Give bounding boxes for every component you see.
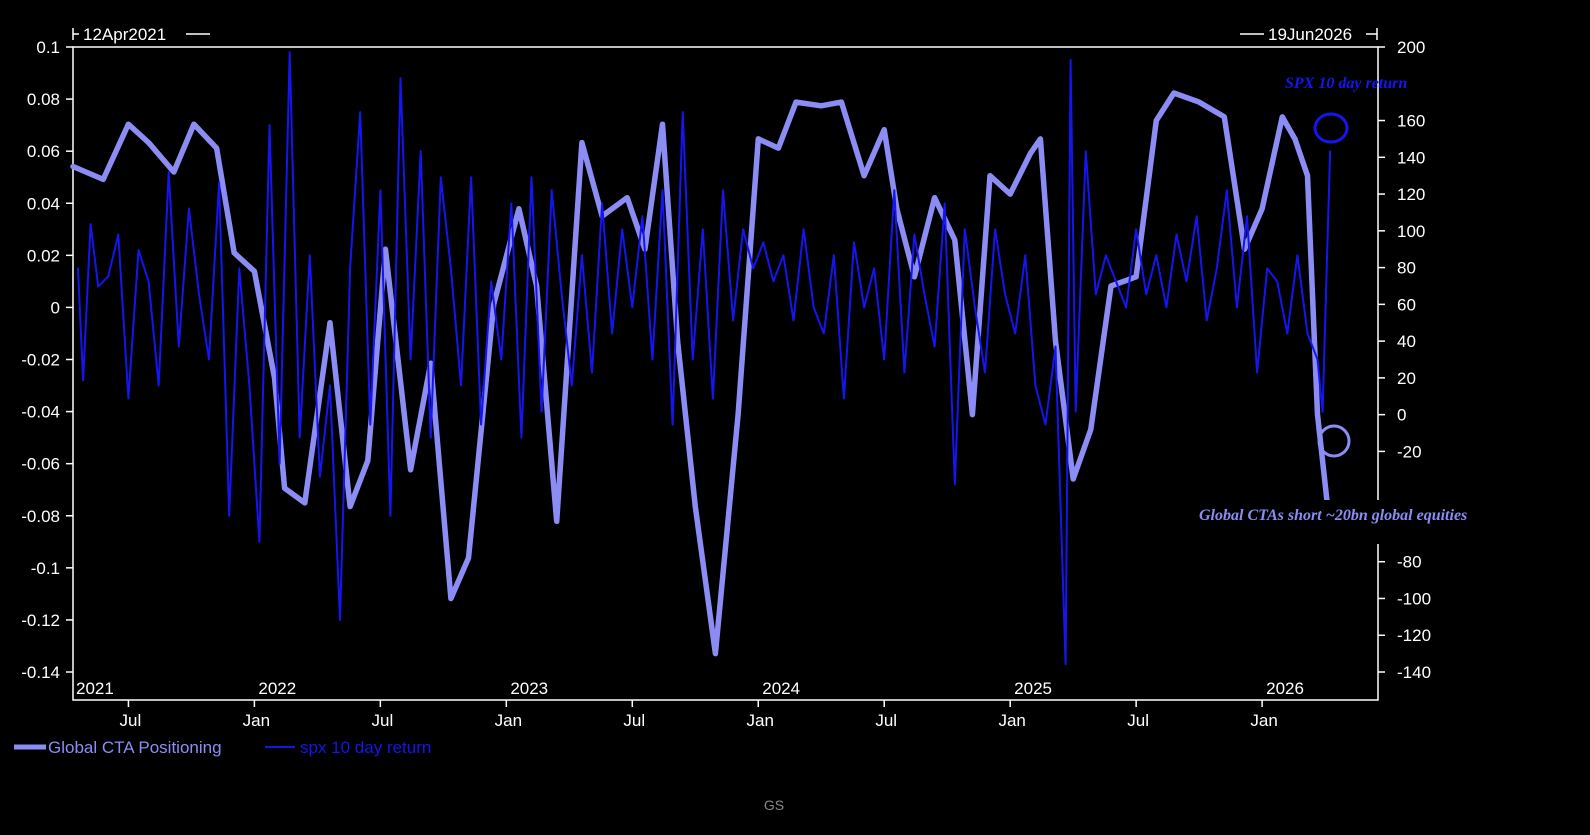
left-tick-label: 0.04	[27, 194, 60, 213]
year-label: 2021	[76, 679, 114, 698]
month-tick-label: Jul	[371, 711, 393, 730]
right-tick-label: -80	[1397, 553, 1422, 572]
left-tick-label: -0.04	[21, 403, 60, 422]
left-tick-label: 0.1	[36, 38, 60, 57]
month-tick-label: Jan	[747, 711, 774, 730]
right-tick-label: -20	[1397, 442, 1422, 461]
month-tick-label: Jul	[623, 711, 645, 730]
right-tick-label: 20	[1397, 369, 1416, 388]
annotations: SPX 10 day return Global CTAs short ~20b…	[1195, 75, 1565, 544]
year-label: 2026	[1266, 679, 1304, 698]
left-tick-label: -0.08	[21, 507, 60, 526]
right-tick-label: 100	[1397, 222, 1425, 241]
left-tick-label: -0.02	[21, 351, 60, 370]
legend-label-cta: Global CTA Positioning	[48, 738, 222, 757]
month-tick-label: Jan	[1250, 711, 1277, 730]
left-tick-label: -0.12	[21, 611, 60, 630]
year-label: 2022	[258, 679, 296, 698]
left-tick-label: 0.06	[27, 142, 60, 161]
year-label: 2023	[510, 679, 548, 698]
range-markers: 12Apr2021 19Jun2026	[72, 25, 1378, 44]
month-tick-label: Jan	[243, 711, 270, 730]
right-tick-label: 0	[1397, 406, 1406, 425]
right-tick-label: 160	[1397, 112, 1425, 131]
right-tick-label: 80	[1397, 259, 1416, 278]
right-tick-label: -120	[1397, 626, 1431, 645]
cta-highlight-circle	[1317, 424, 1351, 458]
right-tick-label: -100	[1397, 589, 1431, 608]
left-tick-label: -0.1	[31, 559, 60, 578]
right-tick-label: -140	[1397, 663, 1431, 682]
x-axis: 2021 2022 2023 2024 2025 2026 Jul Jan Jul Jan Jul J…	[76, 679, 1304, 730]
range-start-label: 12Apr2021	[83, 25, 166, 44]
left-tick-label: 0.02	[27, 246, 60, 265]
year-label: 2025	[1014, 679, 1052, 698]
range-end-label: 19Jun2026	[1268, 25, 1352, 44]
month-tick-label: Jul	[1127, 711, 1149, 730]
series-layer	[70, 51, 1332, 666]
left-tick-label: 0.08	[27, 90, 60, 109]
legend-label-spx: spx 10 day return	[300, 738, 431, 757]
month-tick-label: Jul	[875, 711, 897, 730]
right-tick-label: 200	[1397, 38, 1425, 57]
left-axis: 0.1 0.08 0.06 0.04 0.02 0 -0.02 -0.04 -0.06 -0.08…	[21, 38, 73, 682]
right-axis: 200160140120100806040200-20-80-100-120-1…	[1378, 38, 1431, 682]
cta-annotation: Global CTAs short ~20bn global equities	[1199, 507, 1467, 524]
month-tick-label: Jan	[495, 711, 522, 730]
right-tick-label: 140	[1397, 148, 1425, 167]
legend: Global CTA Positioning spx 10 day return	[14, 738, 431, 757]
plot-frame	[72, 46, 1379, 701]
left-tick-label: -0.06	[21, 455, 60, 474]
series-line-cta-positioning	[70, 90, 1331, 657]
left-tick-label: 0	[51, 298, 60, 317]
right-tick-label: 60	[1397, 295, 1416, 314]
spx-annotation: SPX 10 day return	[1285, 75, 1407, 92]
right-tick-label: 40	[1397, 332, 1416, 351]
source-label: GS	[764, 797, 784, 813]
right-tick-label: 120	[1397, 185, 1425, 204]
spx-highlight-circle	[1313, 112, 1349, 144]
month-tick-label: Jan	[998, 711, 1025, 730]
month-tick-label: Jul	[120, 711, 142, 730]
year-label: 2024	[762, 679, 800, 698]
annotation-backdrop	[1195, 500, 1565, 544]
series-line-spx-10d-return	[77, 51, 1332, 666]
left-tick-label: -0.14	[21, 663, 60, 682]
